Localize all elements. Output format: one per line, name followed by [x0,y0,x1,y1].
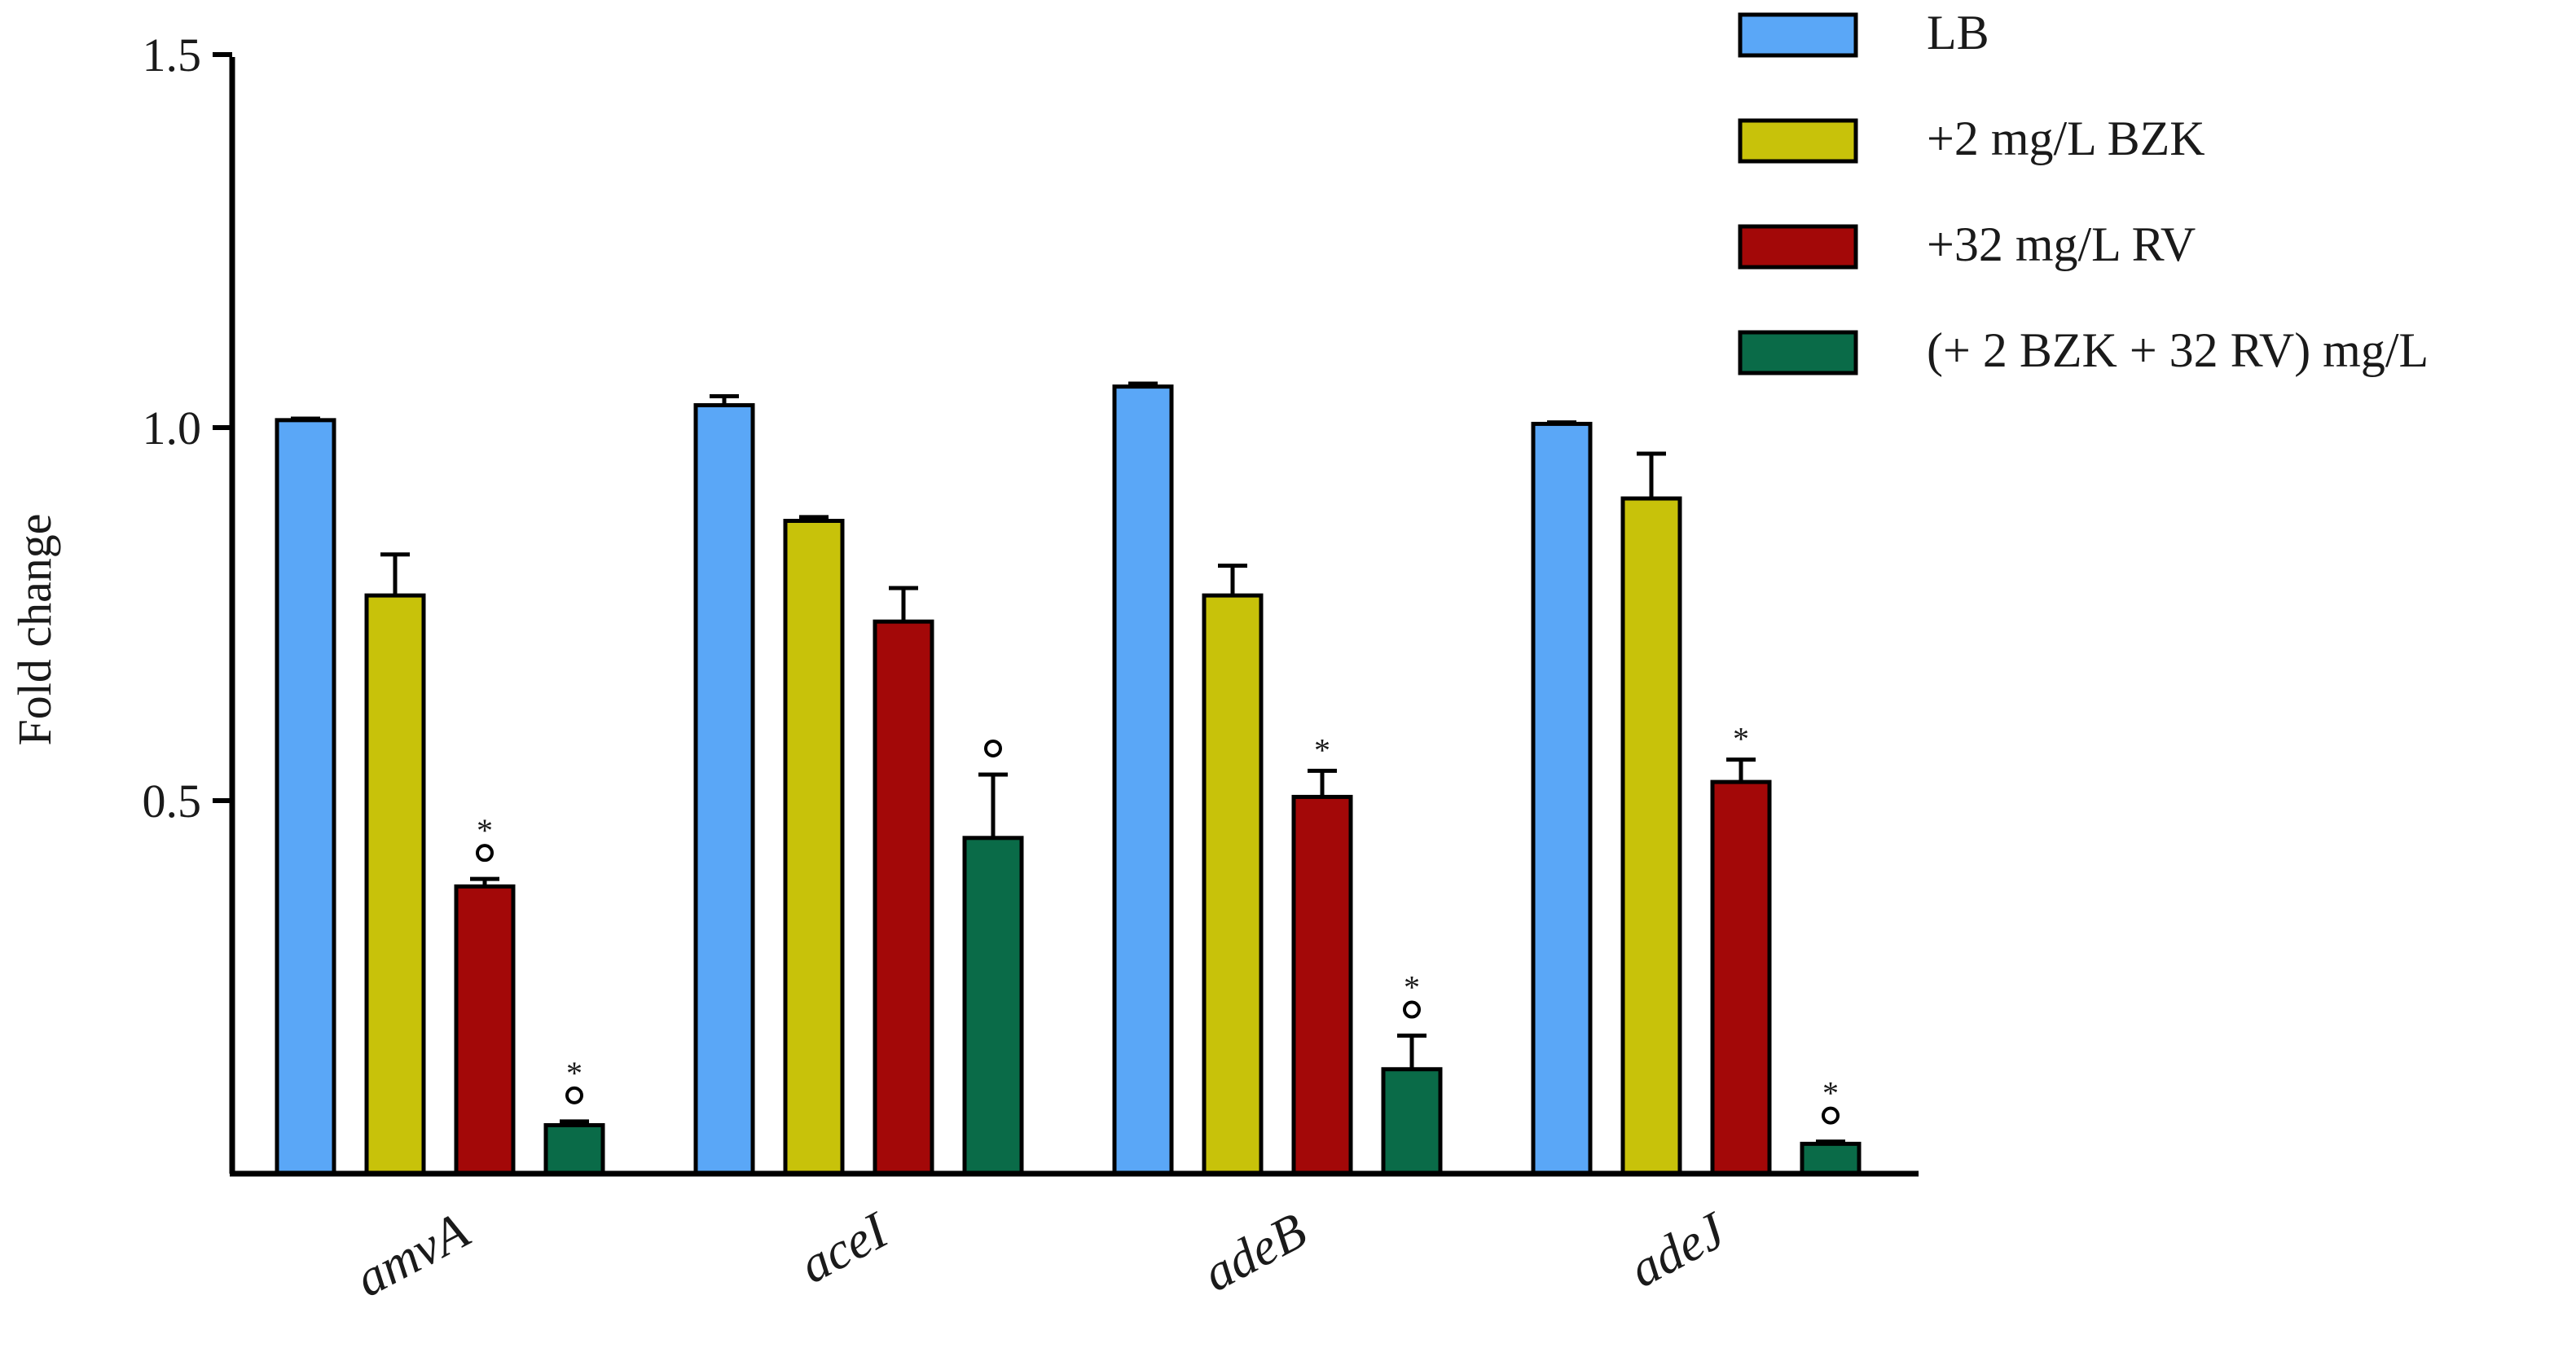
bar-adeB-series-2 [1291,794,1353,1176]
bars: * * * * * * [275,381,1862,1176]
bar-aceI-series-1 [783,519,845,1176]
x-category-label: adeJ [1620,1200,1736,1298]
significance-star-mark: * [1404,969,1420,1006]
bar-adeJ-series-0 [1531,421,1593,1176]
bar-amvA-series-1 [364,593,426,1176]
legend-label: +32 mg/L RV [1927,217,2196,271]
legend-label: (+ 2 BZK + 32 RV) mg/L [1927,323,2429,377]
x-category-label: aceI [790,1200,899,1294]
y-tick-label: 1.5 [143,29,202,81]
significance-star-mark: * [1314,731,1330,768]
significance-circle-mark [476,844,494,863]
bar-aceI-series-2 [873,619,934,1176]
y-tick-label: 0.5 [143,775,202,828]
y-tick-label: 1.0 [143,402,202,454]
bar-aceI-series-0 [693,403,755,1176]
legend-label: LB [1927,6,1989,59]
bar-adeB-series-3 [1381,1067,1443,1176]
x-axis: amvA aceI adeB adeJ [230,1170,1919,1308]
significance-star-mark: * [1733,721,1749,757]
significance-star-mark: * [566,1055,582,1091]
x-category-label: amvA [346,1201,479,1308]
significance-circle-mark [565,1086,583,1104]
significance-circle-mark [984,739,1002,757]
legend-swatch [1738,330,1858,375]
y-axis-title: Fold change [8,513,61,745]
bar-adeJ-series-2 [1710,779,1772,1176]
x-category-label: adeB [1193,1201,1315,1302]
significance-circle-mark [1403,1000,1421,1019]
bar-amvA-series-3 [543,1122,605,1176]
bar-aceI-series-3 [962,836,1024,1176]
legend: LB +2 mg/L BZK +32 mg/L RV (+ 2 BZK + 32 RV… [1738,6,2429,377]
significance-circle-mark [1822,1106,1840,1125]
legend-swatch [1738,12,1858,58]
y-axis: 0.5 1.0 1.5 [143,29,235,1174]
significance-star-mark: * [1822,1075,1839,1112]
significance-star-mark: * [477,812,493,849]
bar-adeJ-series-3 [1800,1141,1862,1176]
legend-swatch [1738,118,1858,164]
bar-amvA-series-2 [454,884,516,1176]
legend-swatch [1738,224,1858,270]
bar-adeB-series-0 [1112,384,1174,1176]
bar-amvA-series-0 [275,418,336,1176]
legend-label: +2 mg/L BZK [1927,112,2205,165]
bar-adeB-series-1 [1202,593,1264,1176]
bar-adeJ-series-1 [1620,496,1682,1176]
